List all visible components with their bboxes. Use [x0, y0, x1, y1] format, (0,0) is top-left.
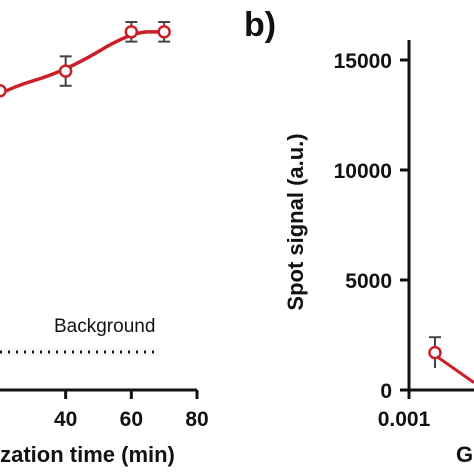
background-annotation: Background: [54, 316, 155, 337]
panel-b-fit-curve: [436, 355, 474, 384]
panel-b-y-tick-label: 0: [380, 380, 392, 403]
panel-a-data-point: [58, 64, 73, 78]
panel-a-data-point: [157, 25, 171, 39]
panel-b-x-axis-label: G: [456, 442, 473, 467]
panel-a-x-ticks: 40 60 80: [54, 390, 209, 431]
panel-b: b) 0 5000 10000 15000 0.001 Spot signal (a.…: [244, 6, 474, 467]
panel-a-data-point: [124, 25, 139, 39]
panel-a-x-tick-label: 40: [54, 408, 77, 431]
panel-b-y-tick-label: 10000: [334, 160, 392, 183]
panel-b-y-ticks: 0 5000 10000 15000: [334, 50, 409, 403]
panel-b-x-ticks: 0.001: [378, 390, 431, 431]
panel-b-y-tick-label: 5000: [345, 270, 392, 293]
panel-a-data-point: [0, 83, 7, 98]
panel-b-x-tick-label: 0.001: [378, 408, 431, 431]
panel-a-data-points: [0, 21, 171, 98]
panel-a-x-axis-label: ization time (min): [0, 442, 175, 467]
panel-b-y-tick-label: 15000: [334, 50, 392, 73]
panel-a-x-tick-label: 60: [120, 408, 143, 431]
panel-b-label: b): [244, 6, 276, 44]
panel-b-data-points: [428, 336, 474, 384]
panel-a-x-tick-label: 80: [185, 408, 208, 431]
panel-a: 40 60 80 Background ization time (min): [0, 21, 209, 467]
panel-b-data-point: [428, 345, 442, 360]
panel-b-y-axis-label: Spot signal (a.u.): [283, 133, 308, 310]
panel-a-fit-curve: [0, 30, 165, 97]
